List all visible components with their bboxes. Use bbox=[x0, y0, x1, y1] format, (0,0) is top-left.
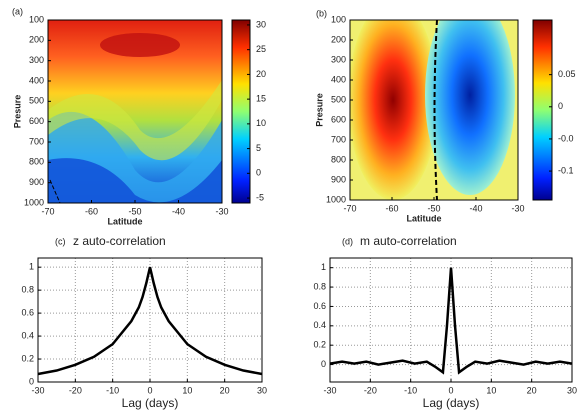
x-tick-label: -50 bbox=[427, 203, 440, 213]
x-tick-label: -20 bbox=[69, 385, 82, 395]
x-tick-label: -40 bbox=[172, 206, 185, 216]
y-tick-label: 0.8 bbox=[313, 281, 326, 291]
x-tick-label: 0 bbox=[147, 385, 152, 395]
y-tick-label: 0.4 bbox=[21, 330, 34, 340]
colorbar-tick-label: 20 bbox=[256, 69, 266, 79]
chart-title: z auto-correlation bbox=[73, 234, 166, 248]
x-axis-label: Lag (days) bbox=[423, 396, 480, 410]
y-tick-label: 600 bbox=[331, 114, 346, 124]
y-tick-label: 0 bbox=[321, 359, 326, 369]
colorbar-tick-label: -5 bbox=[256, 192, 264, 202]
x-tick-label: 10 bbox=[486, 385, 496, 395]
x-tick-label: -70 bbox=[41, 206, 54, 216]
plot-frame bbox=[37, 257, 263, 383]
x-tick-label: 30 bbox=[257, 385, 267, 395]
y-tick-label: 900 bbox=[331, 174, 346, 184]
x-tick-label: 30 bbox=[567, 385, 577, 395]
colorbar-tick-label: 5 bbox=[256, 143, 261, 153]
y-tick-label: 0.6 bbox=[313, 301, 326, 311]
y-axis-label: Presure bbox=[12, 95, 22, 129]
y-tick-label: 0.4 bbox=[313, 320, 326, 330]
y-tick-label: 0 bbox=[29, 376, 34, 386]
colorbar-tick-label: 0 bbox=[558, 101, 563, 111]
colorbar-tick-label: 15 bbox=[256, 94, 266, 104]
x-tick-label: 10 bbox=[182, 385, 192, 395]
chart-title: m auto-correlation bbox=[360, 234, 457, 248]
y-tick-label: 900 bbox=[29, 177, 44, 187]
x-tick-label: -60 bbox=[385, 203, 398, 213]
colorbar-tick-label: 30 bbox=[256, 19, 266, 29]
y-tick-label: 0.8 bbox=[21, 285, 34, 295]
colorbar-tick-label: 0.05 bbox=[558, 69, 576, 79]
x-axis-label: Lag (days) bbox=[122, 396, 179, 410]
y-tick-label: 300 bbox=[331, 54, 346, 64]
colorbar-tick-label: -0.1 bbox=[558, 165, 574, 175]
x-axis-label: Latitude bbox=[407, 213, 442, 223]
x-tick-label: -30 bbox=[31, 385, 44, 395]
x-tick-label: 20 bbox=[527, 385, 537, 395]
y-tick-label: 100 bbox=[331, 14, 346, 24]
x-axis-label: Latitude bbox=[108, 216, 143, 226]
y-tick-label: 0.2 bbox=[313, 340, 326, 350]
y-tick-label: 800 bbox=[29, 157, 44, 167]
y-tick-label: 0.2 bbox=[21, 353, 34, 363]
line bbox=[37, 266, 263, 376]
colorbar-tick-label: -0.0 bbox=[558, 133, 574, 143]
y-tick-label: 300 bbox=[29, 55, 44, 65]
contour-field bbox=[48, 20, 222, 203]
x-tick-label: 0 bbox=[448, 385, 453, 395]
colorbar-tick-label: 10 bbox=[256, 118, 266, 128]
y-axis-label: Presure bbox=[314, 93, 324, 127]
y-tick-label: 1000 bbox=[24, 197, 44, 207]
x-tick-label: -70 bbox=[343, 203, 356, 213]
y-tick-label: 200 bbox=[331, 34, 346, 44]
x-tick-label: -40 bbox=[469, 203, 482, 213]
x-tick-label: 20 bbox=[220, 385, 230, 395]
colorbar bbox=[532, 19, 553, 201]
y-tick-label: 500 bbox=[331, 94, 346, 104]
y-tick-label: 500 bbox=[29, 96, 44, 106]
y-tick-label: 0.6 bbox=[21, 307, 34, 317]
colorbar bbox=[231, 19, 251, 204]
x-tick-label: -50 bbox=[128, 206, 141, 216]
x-tick-label: -30 bbox=[511, 203, 524, 213]
line bbox=[329, 267, 573, 375]
y-tick-label: 700 bbox=[331, 134, 346, 144]
y-tick-label: 100 bbox=[29, 14, 44, 24]
y-tick-label: 1000 bbox=[326, 194, 346, 204]
plot-frame bbox=[329, 257, 573, 383]
x-tick-label: -60 bbox=[85, 206, 98, 216]
panel-label: (a) bbox=[12, 6, 23, 16]
x-tick-label: -10 bbox=[404, 385, 417, 395]
contour-field bbox=[350, 20, 518, 200]
x-tick-label: -10 bbox=[106, 385, 119, 395]
y-tick-label: 800 bbox=[331, 154, 346, 164]
x-tick-label: -30 bbox=[215, 206, 228, 216]
y-tick-label: 600 bbox=[29, 116, 44, 126]
panel-label: (d) bbox=[342, 236, 353, 246]
panel-label: (b) bbox=[316, 8, 327, 18]
x-tick-label: -20 bbox=[364, 385, 377, 395]
y-tick-label: 1 bbox=[321, 262, 326, 272]
y-tick-label: 700 bbox=[29, 136, 44, 146]
x-tick-label: -30 bbox=[323, 385, 336, 395]
y-tick-label: 400 bbox=[331, 74, 346, 84]
colorbar-tick-label: 25 bbox=[256, 44, 266, 54]
y-tick-label: 1 bbox=[29, 262, 34, 272]
y-tick-label: 200 bbox=[29, 35, 44, 45]
panel-label: (c) bbox=[55, 236, 66, 246]
y-tick-label: 400 bbox=[29, 75, 44, 85]
colorbar-tick-label: 0 bbox=[256, 168, 261, 178]
